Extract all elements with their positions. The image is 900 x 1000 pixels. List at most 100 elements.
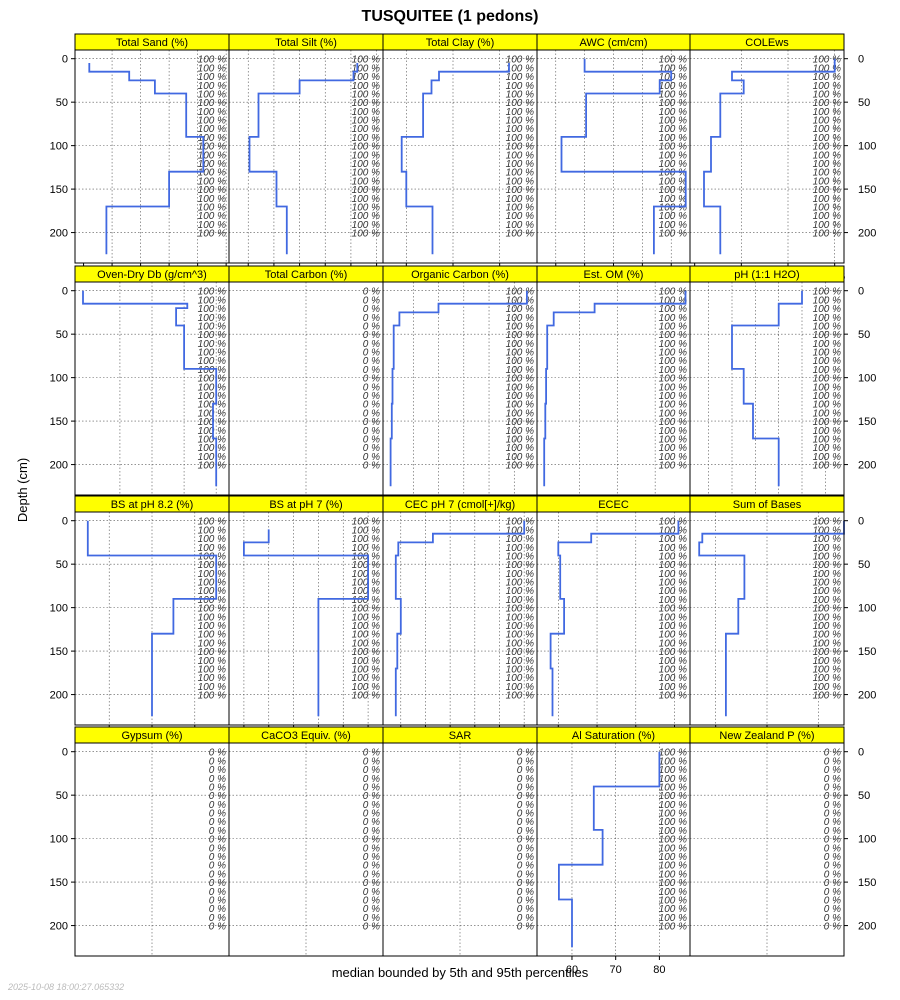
percent-label: 100 %	[659, 569, 687, 580]
percent-label: 100 %	[813, 586, 841, 597]
median-line	[698, 520, 845, 717]
median-line	[549, 520, 680, 717]
percent-label: 100 %	[352, 229, 380, 240]
y-tick-label: 150	[858, 184, 876, 196]
percent-label: 100 %	[198, 142, 226, 153]
percent-label: 100 %	[352, 194, 380, 205]
percent-label: 100 %	[659, 461, 687, 472]
percent-label: 0 %	[517, 887, 534, 898]
panel-title: Oven-Dry Db (g/cm^3)	[97, 269, 207, 281]
panel: BS at pH 8.2 (%)100 %100 %100 %100 %100 …	[50, 495, 230, 745]
percent-label: 0 %	[517, 869, 534, 880]
percent-label: 100 %	[813, 630, 841, 641]
percent-label: 0 %	[209, 782, 226, 793]
percent-label: 100 %	[813, 89, 841, 100]
percent-label: 100 %	[659, 664, 687, 675]
percent-label: 100 %	[506, 638, 534, 649]
y-tick-label: 50	[56, 97, 68, 109]
percent-label: 100 %	[352, 185, 380, 196]
median-line	[560, 58, 687, 255]
percent-label: 100 %	[506, 408, 534, 419]
percent-label: 0 %	[517, 800, 534, 811]
percent-label: 0 %	[363, 287, 380, 298]
percent-label: 100 %	[659, 895, 687, 906]
percent-label: 0 %	[363, 765, 380, 776]
percent-label: 100 %	[813, 348, 841, 359]
y-tick-label: 150	[858, 646, 876, 658]
percent-label: 0 %	[363, 904, 380, 915]
percent-label: 100 %	[659, 612, 687, 623]
percent-label: 0 %	[363, 339, 380, 350]
percent-label: 100 %	[813, 176, 841, 187]
y-tick-label: 150	[50, 646, 68, 658]
percent-label: 0 %	[824, 913, 841, 924]
percent-label: 100 %	[352, 551, 380, 562]
panel: Total Carbon (%)0 %0 %0 %0 %0 %0 %0 %0 %…	[228, 265, 384, 496]
percent-label: 100 %	[813, 194, 841, 205]
panel-grid: Total Sand (%)100 %100 %100 %100 %100 %1…	[50, 33, 876, 976]
percent-label: 100 %	[506, 176, 534, 187]
percent-label: 100 %	[506, 330, 534, 341]
y-tick-label: 100	[50, 603, 68, 615]
percent-label: 100 %	[659, 391, 687, 402]
percent-label: 0 %	[824, 765, 841, 776]
percent-label: 100 %	[198, 176, 226, 187]
percent-label: 100 %	[352, 116, 380, 127]
percent-label: 0 %	[363, 782, 380, 793]
percent-label: 0 %	[363, 922, 380, 933]
percent-label: 100 %	[198, 682, 226, 693]
percent-label: 100 %	[813, 452, 841, 463]
percent-label: 100 %	[813, 142, 841, 153]
percent-label: 0 %	[209, 904, 226, 915]
percent-label: 0 %	[209, 756, 226, 767]
percent-label: 100 %	[352, 586, 380, 597]
percent-label: 100 %	[659, 517, 687, 528]
percent-label: 100 %	[198, 365, 226, 376]
median-line	[88, 63, 205, 255]
panel-title: BS at pH 8.2 (%)	[111, 499, 194, 511]
percent-label: 100 %	[198, 159, 226, 170]
percent-label: 100 %	[506, 382, 534, 393]
percent-label: 100 %	[813, 434, 841, 445]
percent-label: 0 %	[363, 304, 380, 315]
y-axis-label: Depth (cm)	[15, 458, 30, 522]
percent-label: 100 %	[506, 304, 534, 315]
percent-label: 100 %	[506, 525, 534, 536]
percent-label: 100 %	[813, 295, 841, 306]
percent-label: 100 %	[813, 682, 841, 693]
percent-label: 100 %	[659, 869, 687, 880]
percent-label: 100 %	[506, 107, 534, 118]
percent-label: 0 %	[363, 330, 380, 341]
percent-label: 0 %	[824, 887, 841, 898]
percent-label: 100 %	[506, 348, 534, 359]
percent-label: 100 %	[813, 72, 841, 83]
median-line	[731, 290, 803, 487]
percent-label: 100 %	[198, 664, 226, 675]
percent-label: 0 %	[517, 756, 534, 767]
percent-label: 100 %	[198, 434, 226, 445]
percent-label: 100 %	[352, 107, 380, 118]
percent-label: 100 %	[659, 673, 687, 684]
percent-label: 100 %	[659, 133, 687, 144]
percent-label: 100 %	[506, 220, 534, 231]
percent-label: 100 %	[659, 630, 687, 641]
percent-label: 0 %	[209, 922, 226, 933]
percent-label: 100 %	[352, 638, 380, 649]
percent-label: 100 %	[813, 443, 841, 454]
percent-label: 100 %	[198, 313, 226, 324]
percent-label: 100 %	[198, 647, 226, 658]
percent-label: 100 %	[352, 673, 380, 684]
percent-label: 0 %	[363, 826, 380, 837]
y-tick-label: 100	[858, 603, 876, 615]
panel-title: New Zealand P (%)	[719, 730, 814, 742]
percent-label: 100 %	[198, 98, 226, 109]
percent-label: 0 %	[824, 843, 841, 854]
y-tick-label: 100	[50, 141, 68, 153]
percent-label: 0 %	[824, 748, 841, 759]
median-line	[242, 529, 370, 717]
y-tick-label: 100	[858, 834, 876, 846]
percent-label: 0 %	[824, 922, 841, 933]
percent-label: 100 %	[506, 673, 534, 684]
percent-label: 100 %	[659, 560, 687, 571]
y-tick-label: 0	[858, 54, 864, 66]
